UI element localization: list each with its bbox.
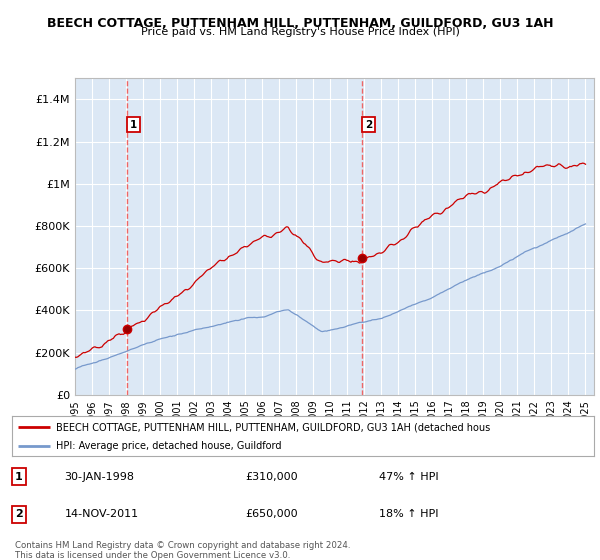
Text: BEECH COTTAGE, PUTTENHAM HILL, PUTTENHAM, GUILDFORD, GU3 1AH (detached hous: BEECH COTTAGE, PUTTENHAM HILL, PUTTENHAM… <box>56 422 490 432</box>
Text: 2: 2 <box>15 510 23 519</box>
Text: 14-NOV-2011: 14-NOV-2011 <box>64 510 139 519</box>
Text: Price paid vs. HM Land Registry's House Price Index (HPI): Price paid vs. HM Land Registry's House … <box>140 27 460 37</box>
Text: 1: 1 <box>130 120 137 130</box>
Text: BEECH COTTAGE, PUTTENHAM HILL, PUTTENHAM, GUILDFORD, GU3 1AH: BEECH COTTAGE, PUTTENHAM HILL, PUTTENHAM… <box>47 17 553 30</box>
Text: 1: 1 <box>15 472 23 482</box>
Text: 2: 2 <box>365 120 372 130</box>
Text: 18% ↑ HPI: 18% ↑ HPI <box>379 510 438 519</box>
Text: 47% ↑ HPI: 47% ↑ HPI <box>379 472 438 482</box>
Text: HPI: Average price, detached house, Guildford: HPI: Average price, detached house, Guil… <box>56 441 281 451</box>
Text: 30-JAN-1998: 30-JAN-1998 <box>64 472 134 482</box>
Text: Contains HM Land Registry data © Crown copyright and database right 2024.
This d: Contains HM Land Registry data © Crown c… <box>15 541 350 560</box>
Text: £650,000: £650,000 <box>245 510 298 519</box>
Text: £310,000: £310,000 <box>245 472 298 482</box>
